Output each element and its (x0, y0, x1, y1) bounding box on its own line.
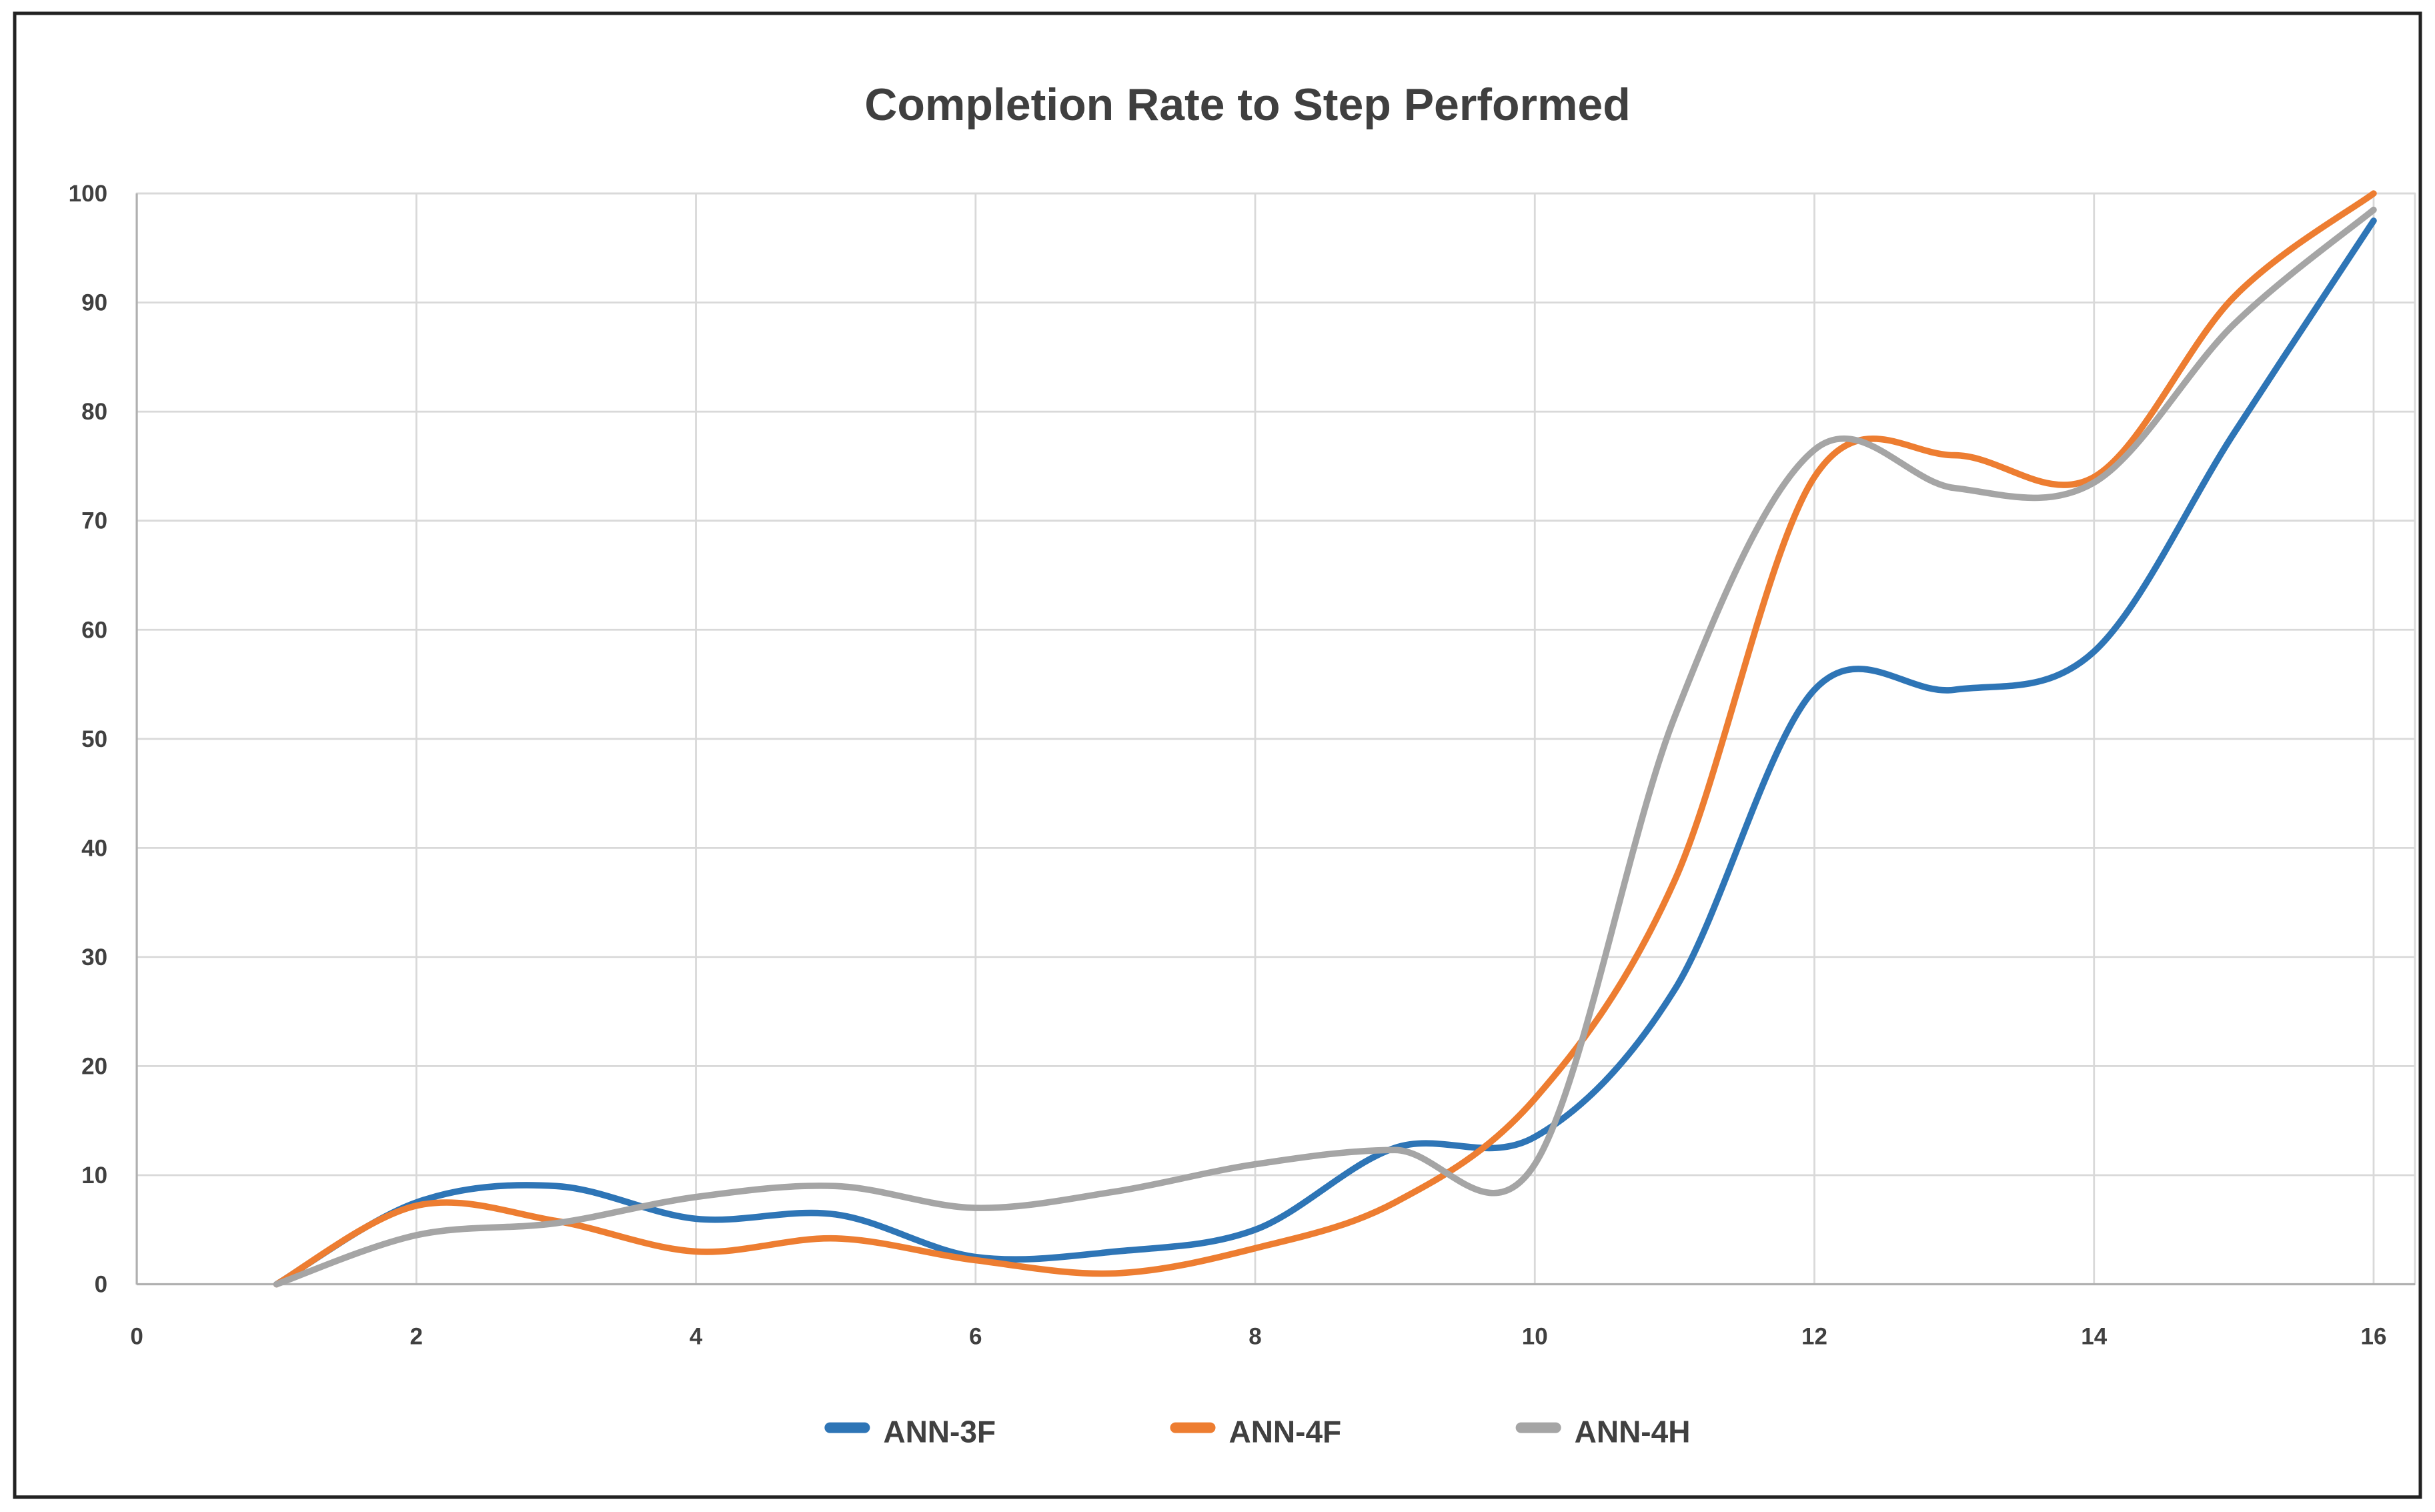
x-tick-label-16: 16 (2360, 1324, 2386, 1350)
x-tick-label-2: 2 (410, 1324, 423, 1350)
y-tick-label-10: 10 (81, 1163, 107, 1189)
x-axis-tick-labels: 0 2 4 6 8 10 12 14 16 (130, 1324, 2386, 1350)
legend-label-ann-4h: ANN-4H (1575, 1415, 1691, 1449)
y-tick-label-90: 90 (81, 290, 107, 316)
legend-label-ann-4f: ANN-4F (1229, 1415, 1342, 1449)
x-tick-label-12: 12 (1801, 1324, 1827, 1350)
chart-frame (13, 11, 2422, 1499)
y-tick-label-80: 80 (81, 399, 107, 425)
legend-swatch-ann-4h (1515, 1422, 1561, 1433)
y-tick-label-0: 0 (95, 1272, 107, 1298)
legend-label-ann-3f: ANN-3F (883, 1415, 996, 1449)
y-tick-label-100: 100 (69, 181, 107, 207)
axis-lines (135, 193, 2415, 1286)
x-tick-label-4: 4 (690, 1324, 703, 1350)
y-tick-label-30: 30 (81, 944, 107, 970)
chart-title: Completion Rate to Step Performed (864, 79, 1631, 130)
series-line-ann-4h[interactable] (273, 206, 2377, 1288)
series-line-ann-4f[interactable] (273, 190, 2377, 1288)
series-lines (273, 190, 2377, 1288)
x-tick-label-0: 0 (130, 1324, 143, 1350)
legend-item-ann-3f[interactable]: ANN-3F (824, 1415, 996, 1449)
y-tick-label-20: 20 (81, 1053, 107, 1079)
gridlines (137, 192, 2415, 1285)
y-tick-label-40: 40 (81, 835, 107, 861)
y-tick-label-50: 50 (81, 726, 107, 752)
legend-swatch-ann-3f (824, 1422, 870, 1433)
x-tick-label-10: 10 (1522, 1324, 1548, 1350)
series-line-ann-3f[interactable] (273, 217, 2377, 1288)
x-tick-label-6: 6 (969, 1324, 982, 1350)
legend-item-ann-4f[interactable]: ANN-4F (1170, 1415, 1341, 1449)
x-tick-label-8: 8 (1249, 1324, 1261, 1350)
y-tick-label-60: 60 (81, 617, 107, 643)
x-tick-label-14: 14 (2081, 1324, 2107, 1350)
legend-swatch-ann-4f (1170, 1422, 1216, 1433)
y-axis-tick-labels: 0 10 20 30 40 50 60 70 80 90 100 (69, 181, 107, 1297)
y-tick-label-70: 70 (81, 508, 107, 534)
legend: ANN-3F ANN-4F ANN-4H (824, 1415, 1690, 1449)
legend-item-ann-4h[interactable]: ANN-4H (1515, 1415, 1691, 1449)
